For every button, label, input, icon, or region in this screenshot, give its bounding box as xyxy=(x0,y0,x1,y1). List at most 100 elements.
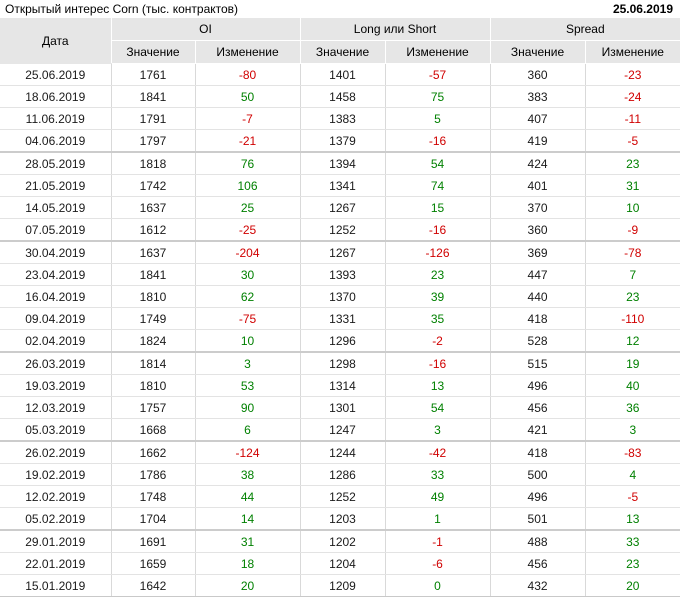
cell-ls-change: 1 xyxy=(385,507,491,531)
table-row: 26.03.2019 1814 3 1298 -16 515 19 xyxy=(0,352,680,375)
column-header-oi-change[interactable]: Изменение xyxy=(195,40,301,64)
cell-ls-value: 1252 xyxy=(300,485,386,508)
cell-spread-value: 447 xyxy=(490,263,586,286)
cell-oi-value: 1810 xyxy=(111,285,196,308)
table-row: 11.06.2019 1791 -7 1383 5 407 -11 xyxy=(0,107,680,130)
table-body: 25.06.2019 1761 -80 1401 -57 360 -23 18.06.2019… xyxy=(0,63,680,597)
cell-date: 19.03.2019 xyxy=(0,374,112,397)
column-header-oi-value[interactable]: Значение xyxy=(111,40,196,64)
column-header-date[interactable]: Дата xyxy=(0,18,112,64)
cell-spread-change: -83 xyxy=(585,441,680,464)
cell-spread-value: 515 xyxy=(490,352,586,375)
column-group-header-spread[interactable]: Spread xyxy=(490,18,680,41)
cell-oi-value: 1791 xyxy=(111,107,196,130)
cell-ls-change: -16 xyxy=(385,352,491,375)
cell-oi-value: 1749 xyxy=(111,307,196,330)
table-row: 19.02.2019 1786 38 1286 33 500 4 xyxy=(0,463,680,486)
cell-spread-value: 369 xyxy=(490,241,586,264)
cell-spread-change: 19 xyxy=(585,352,680,375)
cell-date: 15.01.2019 xyxy=(0,574,112,597)
page-title: Открытый интерес Corn (тыс. контрактов) xyxy=(5,2,239,16)
cell-oi-change: -21 xyxy=(195,129,301,153)
cell-spread-change: -5 xyxy=(585,129,680,153)
cell-oi-value: 1841 xyxy=(111,263,196,286)
cell-spread-change: 7 xyxy=(585,263,680,286)
cell-ls-change: 54 xyxy=(385,152,491,175)
cell-date: 26.02.2019 xyxy=(0,441,112,464)
cell-spread-value: 407 xyxy=(490,107,586,130)
cell-ls-change: 33 xyxy=(385,463,491,486)
cell-oi-change: 6 xyxy=(195,418,301,442)
cell-spread-change: 20 xyxy=(585,574,680,597)
column-header-spread-change[interactable]: Изменение xyxy=(585,40,680,64)
cell-oi-value: 1814 xyxy=(111,352,196,375)
table-row: 22.01.2019 1659 18 1204 -6 456 23 xyxy=(0,552,680,575)
cell-ls-value: 1204 xyxy=(300,552,386,575)
cell-oi-change: -25 xyxy=(195,218,301,242)
table-row: 19.03.2019 1810 53 1314 13 496 40 xyxy=(0,374,680,397)
cell-ls-change: -2 xyxy=(385,329,491,353)
cell-spread-change: -24 xyxy=(585,85,680,108)
cell-spread-value: 500 xyxy=(490,463,586,486)
cell-spread-change: 40 xyxy=(585,374,680,397)
cell-spread-change: 33 xyxy=(585,530,680,553)
cell-oi-change: 14 xyxy=(195,507,301,531)
cell-date: 12.02.2019 xyxy=(0,485,112,508)
table-row: 29.01.2019 1691 31 1202 -1 488 33 xyxy=(0,530,680,553)
cell-spread-value: 496 xyxy=(490,485,586,508)
cell-oi-change: -7 xyxy=(195,107,301,130)
cell-ls-change: -1 xyxy=(385,530,491,553)
cell-ls-change: 3 xyxy=(385,418,491,442)
cell-oi-change: 62 xyxy=(195,285,301,308)
cell-oi-value: 1797 xyxy=(111,129,196,153)
column-header-spread-value[interactable]: Значение xyxy=(490,40,586,64)
cell-oi-value: 1642 xyxy=(111,574,196,597)
cell-date: 02.04.2019 xyxy=(0,329,112,353)
column-group-header-long-short[interactable]: Long или Short xyxy=(300,18,491,41)
table-row: 14.05.2019 1637 25 1267 15 370 10 xyxy=(0,196,680,219)
cell-oi-change: -124 xyxy=(195,441,301,464)
column-header-ls-change[interactable]: Изменение xyxy=(385,40,491,64)
cell-ls-change: 5 xyxy=(385,107,491,130)
cell-date: 05.03.2019 xyxy=(0,418,112,442)
cell-ls-value: 1247 xyxy=(300,418,386,442)
cell-oi-value: 1691 xyxy=(111,530,196,553)
table-row: 15.01.2019 1642 20 1209 0 432 20 xyxy=(0,574,680,597)
cell-ls-change: -6 xyxy=(385,552,491,575)
column-group-header-oi[interactable]: OI xyxy=(111,18,301,41)
cell-oi-value: 1668 xyxy=(111,418,196,442)
cell-ls-value: 1379 xyxy=(300,129,386,153)
cell-ls-value: 1267 xyxy=(300,196,386,219)
cell-ls-change: 15 xyxy=(385,196,491,219)
cell-spread-change: -78 xyxy=(585,241,680,264)
table-group-header-row: Дата OI Long или Short Spread xyxy=(0,18,680,64)
cell-oi-value: 1704 xyxy=(111,507,196,531)
cell-oi-change: -75 xyxy=(195,307,301,330)
cell-date: 16.04.2019 xyxy=(0,285,112,308)
cell-date: 04.06.2019 xyxy=(0,129,112,153)
column-header-ls-value[interactable]: Значение xyxy=(300,40,386,64)
open-interest-table: Дата OI Long или Short Spread Значение И… xyxy=(0,18,680,597)
cell-oi-value: 1761 xyxy=(111,63,196,86)
cell-ls-change: 39 xyxy=(385,285,491,308)
cell-oi-change: 25 xyxy=(195,196,301,219)
cell-spread-change: 23 xyxy=(585,152,680,175)
cell-oi-change: 18 xyxy=(195,552,301,575)
cell-date: 30.04.2019 xyxy=(0,241,112,264)
table-row: 23.04.2019 1841 30 1393 23 447 7 xyxy=(0,263,680,286)
cell-ls-change: 49 xyxy=(385,485,491,508)
cell-ls-value: 1202 xyxy=(300,530,386,553)
cell-ls-value: 1401 xyxy=(300,63,386,86)
cell-oi-value: 1637 xyxy=(111,196,196,219)
table-row: 28.05.2019 1818 76 1394 54 424 23 xyxy=(0,152,680,175)
cell-date: 25.06.2019 xyxy=(0,63,112,86)
cell-oi-change: 106 xyxy=(195,174,301,197)
cell-spread-change: 13 xyxy=(585,507,680,531)
cell-spread-change: -110 xyxy=(585,307,680,330)
cell-oi-value: 1824 xyxy=(111,329,196,353)
cell-spread-value: 421 xyxy=(490,418,586,442)
cell-ls-value: 1331 xyxy=(300,307,386,330)
cell-oi-change: -80 xyxy=(195,63,301,86)
cell-ls-change: 74 xyxy=(385,174,491,197)
cell-date: 11.06.2019 xyxy=(0,107,112,130)
